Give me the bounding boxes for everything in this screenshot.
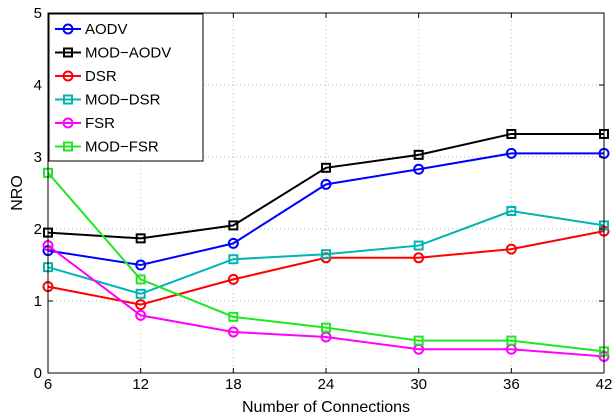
- legend-swatch-marker: [62, 23, 74, 35]
- data-point: [227, 273, 239, 285]
- data-point: [227, 237, 239, 249]
- legend-label: FSR: [85, 115, 115, 132]
- series-2: [42, 225, 610, 311]
- legend-swatch-marker: [62, 70, 74, 82]
- data-point: [505, 243, 517, 255]
- legend-item: MOD−DSR: [55, 92, 161, 109]
- x-axis-label: Number of Connections: [242, 399, 410, 416]
- x-tick-label: 18: [225, 376, 242, 393]
- legend-label: AODV: [85, 21, 128, 38]
- data-point: [413, 149, 424, 160]
- data-point: [228, 311, 239, 322]
- legend-label: MOD−AODV: [85, 45, 171, 62]
- data-point: [505, 147, 517, 159]
- x-tick-label: 36: [503, 376, 520, 393]
- legend-item: MOD−FSR: [55, 139, 159, 156]
- data-point: [506, 206, 517, 216]
- data-point: [228, 254, 239, 265]
- x-tick-label: 24: [318, 376, 335, 393]
- data-point: [506, 128, 517, 139]
- data-point: [321, 162, 331, 173]
- series-line: [47, 244, 605, 358]
- legend-label: MOD−DSR: [85, 92, 161, 109]
- x-tick-label: 6: [44, 376, 52, 393]
- y-tick-label: 3: [34, 149, 42, 166]
- data-point: [135, 288, 146, 299]
- y-axis-label: NRO: [9, 175, 26, 211]
- series-line: [47, 209, 605, 295]
- legend-item: DSR: [55, 68, 117, 85]
- y-tick-label: 2: [34, 221, 42, 238]
- data-point: [321, 322, 331, 333]
- series-3: [43, 206, 609, 299]
- legend-item: AODV: [55, 21, 128, 38]
- data-point: [135, 259, 147, 271]
- series-1: [43, 128, 609, 244]
- series-lines: [42, 128, 610, 362]
- legend-item: MOD−AODV: [55, 45, 171, 62]
- data-point: [320, 178, 332, 190]
- legend-swatch-marker: [62, 117, 74, 129]
- x-tick-label: 42: [596, 376, 613, 393]
- legend-label: MOD−FSR: [85, 139, 159, 156]
- y-tick-label: 4: [34, 77, 42, 94]
- legend-label: DSR: [85, 68, 117, 85]
- data-point: [135, 274, 146, 285]
- data-point: [135, 309, 147, 321]
- x-tick-label: 12: [132, 376, 149, 393]
- legend-swatch-marker: [63, 47, 73, 58]
- legend-swatch-marker: [63, 94, 73, 105]
- y-tick-label: 1: [34, 293, 42, 310]
- series-line: [47, 132, 604, 240]
- data-point: [227, 326, 239, 338]
- x-tick-label: 30: [410, 376, 427, 393]
- series-line: [47, 172, 605, 353]
- data-point: [413, 335, 424, 346]
- data-point: [413, 252, 425, 264]
- series-line: [47, 152, 604, 267]
- legend-box: [48, 13, 204, 162]
- legend: AODV MOD−AODV DSR MOD−DSR FSR MOD−FSR: [48, 13, 204, 162]
- data-point: [413, 163, 425, 175]
- series-0: [42, 147, 610, 271]
- legend-item: FSR: [55, 115, 115, 132]
- data-point: [135, 299, 147, 311]
- data-point: [228, 220, 239, 231]
- data-point: [135, 233, 146, 244]
- data-point: [413, 240, 424, 251]
- data-point: [506, 335, 517, 346]
- legend-swatch-marker: [63, 141, 73, 152]
- y-tick-label: 0: [34, 365, 42, 382]
- y-tick-label: 5: [34, 5, 42, 22]
- data-point: [321, 249, 331, 260]
